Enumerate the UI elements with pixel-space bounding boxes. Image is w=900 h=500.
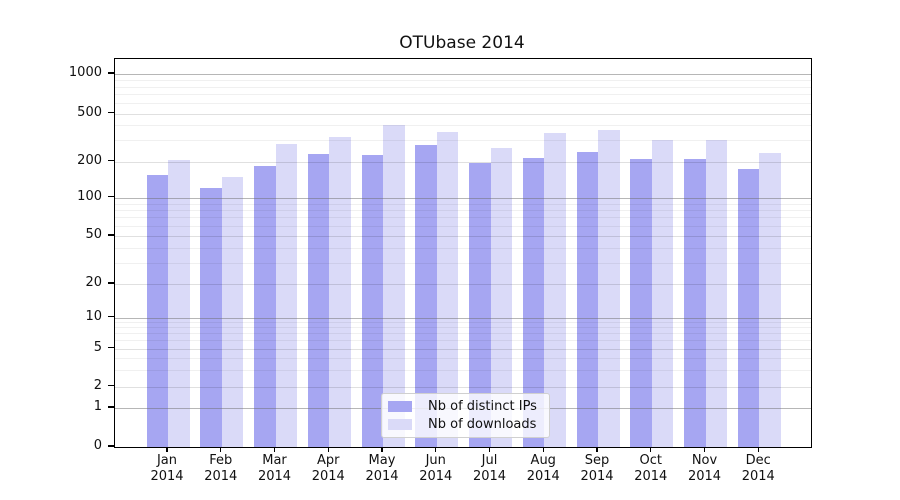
- gridline: [115, 94, 811, 96]
- x-tick: [327, 447, 329, 452]
- y-tick-label: 2: [93, 377, 102, 393]
- x-tick-label: Mar 2014: [257, 453, 292, 484]
- gridline: [115, 103, 811, 105]
- bar-ips-may-2014: [361, 154, 383, 447]
- y-tick-label: 500: [77, 104, 102, 120]
- bar-dl-may-2014: [383, 124, 405, 447]
- bar-ips-jun-2014: [415, 145, 437, 447]
- bar-dl-feb-2014: [221, 176, 244, 447]
- bar-dl-mar-2014: [275, 144, 297, 447]
- x-tick-label: Sep 2014: [580, 453, 614, 484]
- y-tick: [108, 282, 114, 284]
- y-tick: [108, 346, 114, 349]
- y-tick-label: 0: [93, 438, 102, 453]
- gridline: [115, 80, 811, 82]
- y-tick: [108, 406, 114, 408]
- x-tick: [757, 447, 759, 452]
- bar-ips-mar-2014: [254, 165, 276, 447]
- y-tick: [108, 384, 114, 387]
- bar-dl-jun-2014: [436, 131, 459, 447]
- bar-dl-aug-2014: [544, 132, 566, 447]
- x-tick: [703, 447, 706, 452]
- gridline: [115, 74, 811, 75]
- legend-label: Nb of downloads: [428, 417, 537, 432]
- bar-dl-apr-2014: [329, 137, 351, 447]
- x-tick-label: Jun 2014: [419, 453, 453, 484]
- x-tick: [220, 447, 222, 452]
- bar-ips-jul-2014: [469, 163, 491, 447]
- y-tick-label: 5: [93, 339, 102, 355]
- bar-ips-feb-2014: [200, 188, 222, 447]
- y-tick: [108, 160, 114, 162]
- bar-ips-apr-2014: [307, 154, 330, 447]
- x-tick-label: Jul 2014: [472, 453, 507, 484]
- legend-swatch-ips: [388, 401, 412, 412]
- y-tick-label: 200: [77, 152, 102, 168]
- y-tick-label: 50: [85, 227, 102, 242]
- bar-dl-oct-2014: [651, 140, 674, 447]
- x-tick-label: Feb 2014: [204, 453, 238, 484]
- x-tick: [435, 447, 437, 452]
- legend-swatch-dl: [388, 419, 412, 430]
- legend-label: Nb of distinct IPs: [428, 399, 537, 414]
- legend: Nb of distinct IPs Nb of downloads: [381, 393, 550, 438]
- y-tick-label: 1: [93, 399, 102, 414]
- x-tick: [381, 447, 383, 452]
- bar-ips-sep-2014: [576, 152, 598, 447]
- legend-item: Nb of downloads: [388, 417, 537, 432]
- y-tick: [108, 234, 114, 236]
- bar-ips-jan-2014: [146, 174, 168, 447]
- y-tick: [108, 112, 114, 114]
- y-tick-label: 100: [77, 188, 102, 204]
- y-tick-label: 20: [85, 275, 102, 290]
- x-tick: [596, 447, 598, 452]
- x-tick-label: Dec 2014: [741, 453, 775, 484]
- x-tick-label: Jan 2014: [150, 453, 184, 484]
- gridline: [115, 125, 811, 127]
- bar-ips-dec-2014: [737, 169, 760, 447]
- y-tick: [108, 72, 114, 74]
- y-tick: [108, 196, 114, 198]
- bar-ips-nov-2014: [684, 158, 706, 447]
- bar-ips-aug-2014: [522, 157, 545, 447]
- bar-dl-nov-2014: [705, 140, 727, 447]
- x-tick-label: Oct 2014: [634, 453, 668, 484]
- y-tick: [108, 445, 114, 447]
- x-tick-label: Nov 2014: [687, 453, 722, 484]
- x-tick: [273, 447, 276, 452]
- x-tick: [166, 447, 168, 452]
- x-tick: [650, 447, 652, 452]
- gridline: [115, 113, 811, 115]
- bar-dl-jan-2014: [168, 160, 190, 447]
- x-tick: [542, 447, 544, 452]
- y-tick-label: 1000: [68, 65, 102, 80]
- y-tick-label: 10: [85, 308, 102, 324]
- x-tick-label: Aug 2014: [526, 453, 560, 484]
- bar-dl-dec-2014: [759, 153, 781, 447]
- plot-area: Nb of distinct IPs Nb of downloads: [114, 58, 812, 448]
- bar-dl-jul-2014: [490, 147, 512, 447]
- gridline: [115, 86, 811, 88]
- x-tick-label: May 2014: [365, 453, 399, 484]
- bar-dl-sep-2014: [598, 129, 620, 447]
- chart-title: OTUbase 2014: [399, 33, 525, 53]
- x-tick-label: Apr 2014: [311, 453, 345, 484]
- y-tick: [108, 315, 114, 318]
- x-tick: [488, 447, 491, 452]
- bar-ips-oct-2014: [630, 159, 652, 447]
- legend-item: Nb of distinct IPs: [388, 399, 537, 414]
